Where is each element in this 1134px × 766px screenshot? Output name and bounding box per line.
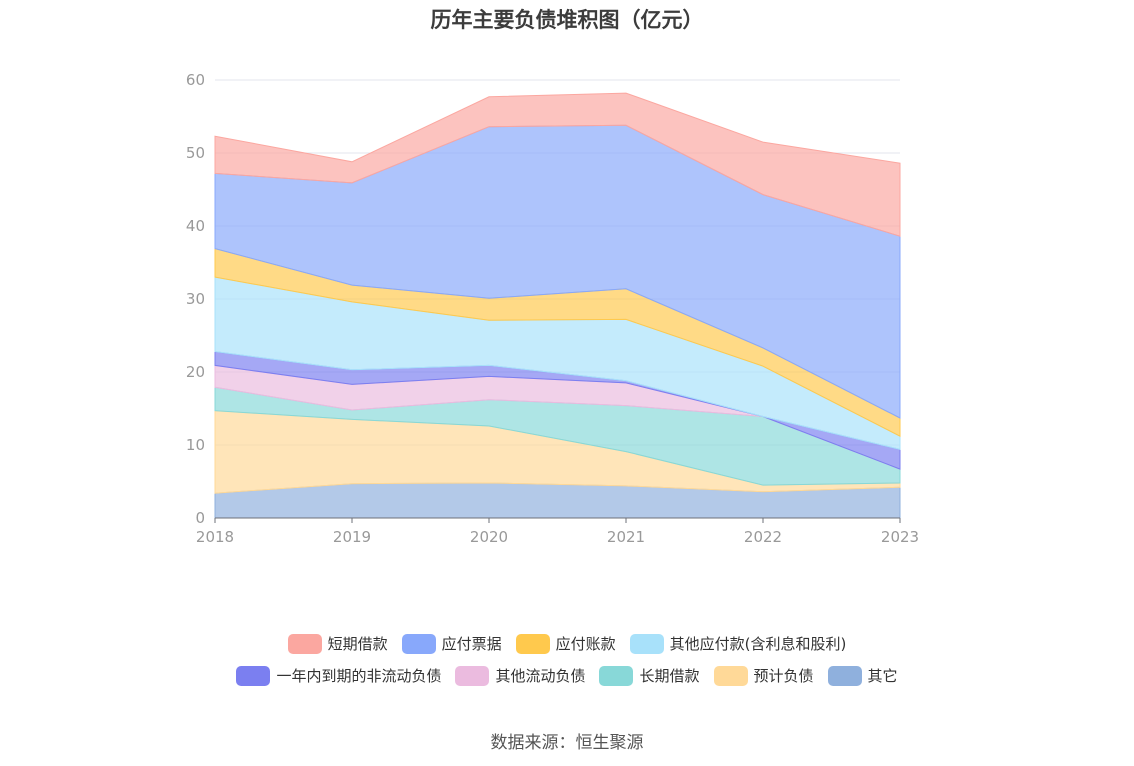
y-tick-label: 40: [186, 217, 205, 235]
legend-swatch: [236, 665, 271, 686]
x-tick-label: 2023: [881, 528, 919, 546]
x-tick-label: 2018: [196, 528, 234, 546]
legend-item[interactable]: 其它: [827, 665, 898, 686]
legend-row-1: 短期借款 应付票据 应付账款 其他应付款(含利息和股利): [0, 633, 1134, 654]
legend-label: 短期借款: [327, 635, 388, 653]
legend-swatch: [455, 665, 490, 686]
legend-label: 其它: [867, 667, 898, 685]
legend-item[interactable]: 预计负债: [713, 665, 814, 686]
legend-item[interactable]: 一年内到期的非流动负债: [236, 665, 441, 686]
legend-swatch: [401, 633, 436, 654]
legend-swatch: [629, 633, 664, 654]
x-tick-label: 2020: [470, 528, 508, 546]
y-tick-label: 10: [186, 436, 205, 454]
y-tick-label: 0: [195, 509, 205, 527]
stacked-area-chart: 0 10 20 30 40 50 60 2018 2019 2020 2021 2022 2023: [186, 71, 919, 546]
legend-swatch: [599, 665, 634, 686]
y-tick-label: 60: [186, 71, 205, 89]
legend-swatch: [515, 633, 550, 654]
legend-label: 一年内到期的非流动负债: [276, 667, 442, 685]
axes: 0 10 20 30 40 50 60 2018 2019 2020 2021 2022 2023: [186, 71, 919, 546]
chart-title: 历年主要负债堆积图（亿元）: [430, 8, 704, 32]
x-tick-label: 2022: [744, 528, 782, 546]
legend-item[interactable]: 其他流动负债: [455, 665, 585, 686]
legend-swatch: [827, 665, 862, 686]
legend-item[interactable]: 应付票据: [401, 633, 502, 654]
y-tick-label: 20: [186, 363, 205, 381]
legend-label: 应付账款: [555, 635, 616, 653]
legend-row-2: 一年内到期的非流动负债 其他流动负债 长期借款 预计负债 其它: [0, 665, 1134, 686]
x-tick-label: 2021: [607, 528, 645, 546]
y-tick-label: 30: [186, 290, 205, 308]
legend-label: 长期借款: [639, 667, 700, 685]
legend-item[interactable]: 短期借款: [287, 633, 388, 654]
legend-label: 其他流动负债: [495, 667, 586, 685]
source-note: 数据来源：恒生聚源: [490, 733, 644, 753]
legend-label: 预计负债: [753, 667, 814, 685]
y-tick-label: 50: [186, 144, 205, 162]
legend-item[interactable]: 长期借款: [599, 665, 700, 686]
area-series-8[interactable]: [214, 92, 901, 237]
x-tick-label: 2019: [333, 528, 371, 546]
legend-label: 应付票据: [441, 635, 502, 653]
legend-label: 其他应付款(含利息和股利): [669, 635, 847, 653]
legend-item[interactable]: 其他应付款(含利息和股利): [629, 633, 847, 654]
area-series: [214, 92, 901, 519]
legend-item[interactable]: 应付账款: [515, 633, 616, 654]
legend-swatch: [713, 665, 748, 686]
legend-swatch: [287, 633, 322, 654]
